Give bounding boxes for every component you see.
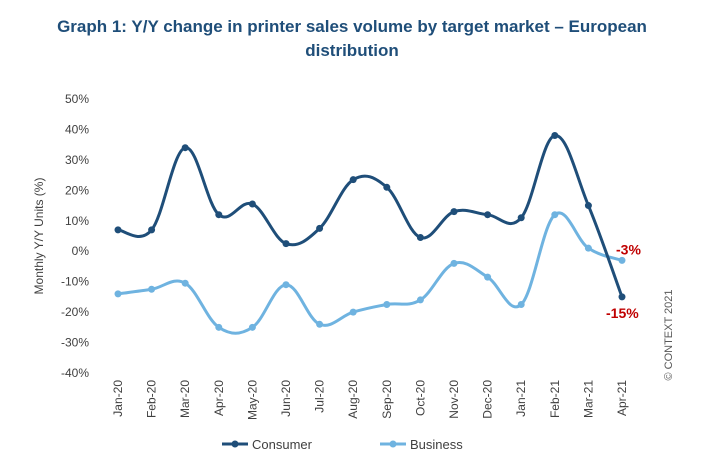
y-tick-label: 40%: [65, 122, 89, 136]
data-point-business: [416, 296, 424, 304]
data-point-consumer: [484, 211, 492, 219]
y-tick-label: 50%: [65, 92, 89, 106]
data-point-consumer: [551, 132, 559, 140]
legend-consumer-marker: [231, 440, 239, 448]
y-tick-label: -20%: [61, 305, 89, 319]
y-tick-label: 0%: [72, 244, 90, 258]
data-point-consumer: [215, 211, 223, 219]
data-point-consumer: [349, 176, 357, 184]
x-tick-label: Mar-20: [178, 380, 192, 418]
x-tick-label: May-20: [245, 380, 259, 420]
x-tick-label: Apr-21: [615, 380, 629, 416]
data-point-consumer: [416, 234, 424, 242]
x-tick-label: Feb-20: [145, 380, 159, 418]
series-layer: [114, 132, 626, 335]
data-point-consumer: [584, 202, 592, 210]
chart-title-line-2: distribution: [305, 41, 398, 60]
x-tick-label: Jul-20: [313, 380, 327, 413]
x-tick-label: Nov-20: [447, 380, 461, 419]
data-point-consumer: [181, 144, 189, 152]
data-point-consumer: [450, 208, 458, 216]
data-point-consumer: [114, 226, 122, 234]
y-tick-label: -40%: [61, 366, 89, 380]
x-tick-label: Apr-20: [212, 380, 226, 416]
data-point-business: [248, 323, 256, 331]
data-label-annotation: -3%: [616, 241, 641, 257]
y-tick-label: -10%: [61, 275, 89, 289]
y-axis-label: Monthly Y/Y Units (%): [32, 178, 46, 295]
data-label-annotation: -15%: [606, 305, 639, 321]
data-point-consumer: [517, 214, 525, 222]
data-point-business: [114, 290, 122, 298]
series-line-consumer: [116, 134, 624, 299]
data-point-consumer: [248, 200, 256, 208]
x-tick-label: Mar-21: [581, 380, 595, 418]
x-tick-label: Jan-20: [111, 380, 125, 417]
y-tick-label: -30%: [61, 336, 89, 350]
y-tick-label: 30%: [65, 153, 89, 167]
data-point-business: [484, 273, 492, 281]
data-point-business: [517, 301, 525, 308]
y-tick-label: 10%: [65, 214, 89, 228]
y-tick-labels: 50% 40% 30% 20% 10% 0% -10% -20% -30% -40%: [61, 92, 89, 380]
legend-business-label: Business: [410, 437, 463, 452]
legend-business-marker: [389, 440, 397, 448]
x-tick-label: Jan-21: [514, 380, 528, 417]
data-point-consumer: [316, 224, 324, 232]
data-point-business: [584, 244, 592, 252]
data-point-business: [316, 320, 324, 328]
data-point-business: [551, 211, 559, 219]
x-tick-labels: Jan-20 Feb-20 Mar-20 Apr-20 May-20 Jun-20 Jul-…: [111, 380, 629, 420]
x-tick-label: Dec-20: [481, 380, 495, 419]
data-point-business: [215, 323, 223, 331]
legend-consumer-label: Consumer: [252, 437, 313, 452]
chart-title-line-1: Graph 1: Y/Y change in printer sales vol…: [57, 17, 647, 36]
x-tick-label: Sep-20: [380, 380, 394, 419]
data-point-consumer: [618, 293, 626, 301]
x-tick-label: Feb-21: [548, 380, 562, 418]
data-point-business: [282, 281, 290, 289]
x-tick-label: Jun-20: [279, 380, 293, 417]
data-point-business: [181, 279, 189, 287]
data-point-business: [450, 259, 458, 267]
series-line-business: [116, 211, 624, 335]
data-point-business: [349, 308, 357, 316]
data-point-business: [618, 256, 626, 264]
x-tick-label: Oct-20: [413, 380, 427, 416]
x-tick-label: Aug-20: [346, 380, 360, 419]
annotations: -3% -15%: [606, 241, 641, 321]
data-point-consumer: [383, 183, 391, 191]
data-point-consumer: [282, 240, 290, 248]
copyright-credit: © CONTEXT 2021: [663, 289, 675, 380]
data-point-business: [148, 285, 156, 293]
y-tick-label: 20%: [65, 183, 89, 197]
data-point-consumer: [148, 226, 156, 234]
legend: Consumer Business: [222, 437, 463, 452]
data-point-business: [383, 301, 391, 308]
